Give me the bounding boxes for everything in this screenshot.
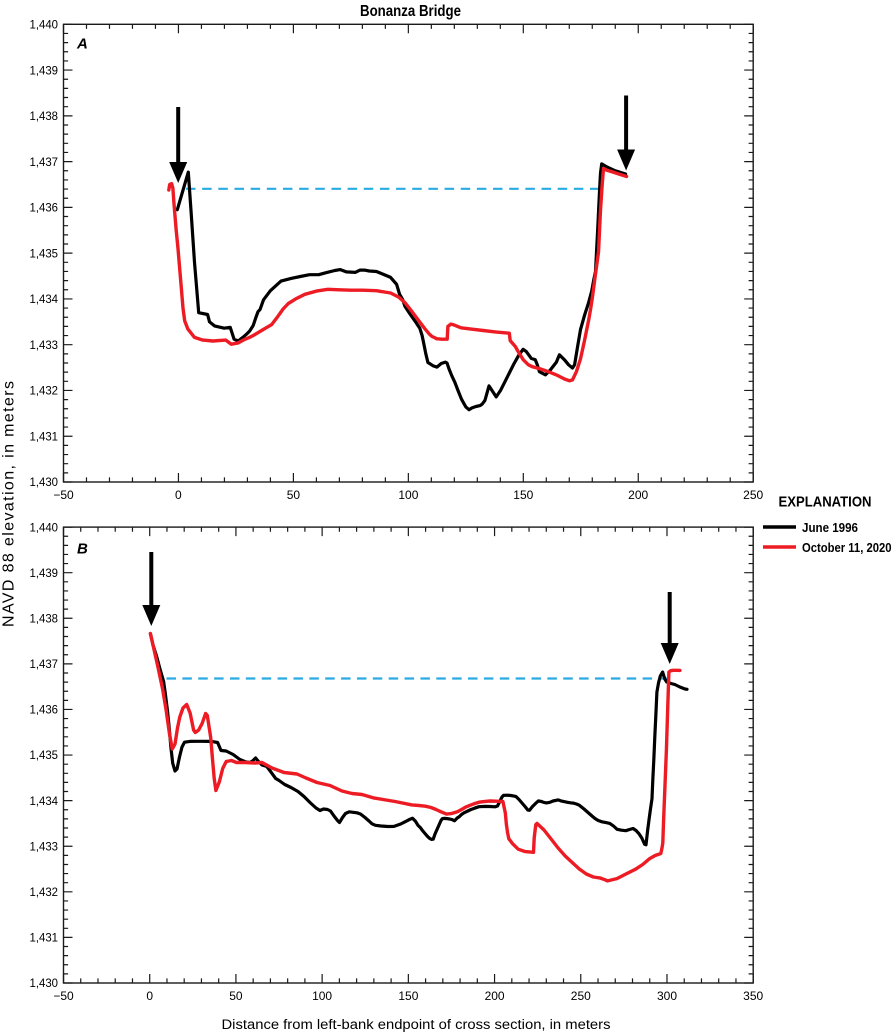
svg-text:Distance from left-bank endpoi: Distance from left-bank endpoint of cros… bbox=[222, 1017, 611, 1032]
svg-text:50: 50 bbox=[229, 989, 243, 1003]
svg-text:October 11, 2020: October 11, 2020 bbox=[802, 540, 892, 555]
svg-text:A: A bbox=[76, 36, 88, 53]
svg-text:200: 200 bbox=[485, 989, 505, 1003]
svg-text:−50: −50 bbox=[53, 989, 74, 1003]
svg-text:1,434: 1,434 bbox=[30, 292, 59, 306]
svg-text:1,435: 1,435 bbox=[30, 246, 59, 260]
svg-text:1,439: 1,439 bbox=[30, 63, 59, 77]
svg-text:1,430: 1,430 bbox=[30, 976, 59, 990]
svg-text:1,437: 1,437 bbox=[30, 155, 59, 169]
svg-text:1,433: 1,433 bbox=[30, 338, 59, 352]
svg-text:1,432: 1,432 bbox=[30, 885, 59, 899]
svg-text:100: 100 bbox=[312, 989, 332, 1003]
svg-text:1,438: 1,438 bbox=[30, 109, 59, 123]
svg-text:150: 150 bbox=[398, 989, 418, 1003]
svg-text:300: 300 bbox=[657, 989, 677, 1003]
svg-text:1,435: 1,435 bbox=[30, 748, 59, 762]
svg-text:150: 150 bbox=[513, 488, 533, 502]
svg-text:1,431: 1,431 bbox=[30, 429, 59, 443]
svg-text:Bonanza Bridge: Bonanza Bridge bbox=[360, 3, 461, 20]
svg-text:1,440: 1,440 bbox=[30, 520, 59, 534]
svg-text:1,439: 1,439 bbox=[30, 566, 59, 580]
svg-text:NAVD 88 elevation, in meters: NAVD 88 elevation, in meters bbox=[1, 381, 18, 627]
svg-text:1,430: 1,430 bbox=[30, 475, 59, 489]
svg-text:1,432: 1,432 bbox=[30, 384, 59, 398]
svg-text:250: 250 bbox=[571, 989, 591, 1003]
svg-text:350: 350 bbox=[743, 989, 763, 1003]
svg-text:100: 100 bbox=[398, 488, 418, 502]
svg-text:EXPLANATION: EXPLANATION bbox=[779, 494, 872, 511]
svg-text:1,431: 1,431 bbox=[30, 931, 59, 945]
svg-text:B: B bbox=[77, 541, 88, 558]
svg-text:0: 0 bbox=[175, 488, 182, 502]
svg-text:1,433: 1,433 bbox=[30, 839, 59, 853]
svg-text:1,436: 1,436 bbox=[30, 201, 59, 215]
svg-text:200: 200 bbox=[628, 488, 648, 502]
svg-text:1,440: 1,440 bbox=[30, 18, 59, 32]
svg-text:June 1996: June 1996 bbox=[802, 520, 858, 535]
svg-text:250: 250 bbox=[743, 488, 763, 502]
svg-text:1,434: 1,434 bbox=[30, 794, 59, 808]
svg-text:−50: −50 bbox=[53, 488, 74, 502]
svg-text:0: 0 bbox=[146, 989, 153, 1003]
svg-text:50: 50 bbox=[287, 488, 301, 502]
svg-text:1,437: 1,437 bbox=[30, 657, 59, 671]
svg-text:1,438: 1,438 bbox=[30, 612, 59, 626]
svg-text:1,436: 1,436 bbox=[30, 703, 59, 717]
